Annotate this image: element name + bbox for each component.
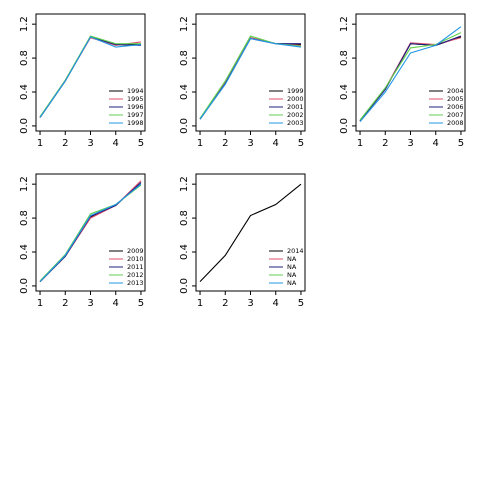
x-tick-label: 4 (113, 138, 119, 149)
y-tick-label: 0.0 (179, 118, 190, 134)
x-tick-label: 5 (298, 138, 304, 149)
series-line (199, 35, 302, 119)
x-tick-label: 5 (458, 138, 464, 149)
legend-label: 1996 (127, 103, 144, 111)
series-line (39, 35, 141, 117)
legend-label: 1999 (287, 87, 304, 95)
y-tick-label: 0.8 (179, 50, 190, 66)
series-line (39, 37, 142, 118)
x-tick-label: 1 (197, 138, 203, 149)
y-tick-label: 0.0 (339, 118, 350, 134)
legend-label: 2002 (287, 111, 304, 119)
legend-label: 2012 (127, 271, 144, 279)
x-tick-label: 1 (357, 138, 363, 149)
x-tick-label: 3 (87, 138, 93, 149)
legend-label: 2008 (447, 119, 464, 127)
x-tick-label: 2 (222, 138, 228, 149)
legend-label: NA (287, 263, 297, 271)
x-tick-label: 5 (298, 298, 304, 309)
x-tick-label: 4 (273, 138, 279, 149)
legend-label: 1998 (127, 119, 144, 127)
y-tick-label: 1.2 (179, 16, 190, 32)
y-tick-label: 0.8 (339, 50, 350, 66)
series-line (199, 37, 301, 120)
y-tick-label: 0.0 (179, 278, 190, 294)
series-line (359, 26, 462, 123)
x-tick-label: 1 (37, 138, 43, 149)
series-line (199, 37, 302, 120)
x-tick-label: 4 (433, 138, 439, 149)
x-tick-label: 1 (197, 298, 203, 309)
x-tick-label: 5 (138, 298, 144, 309)
y-tick-label: 1.2 (19, 176, 30, 192)
legend-label: 2010 (127, 255, 144, 263)
legend-label: 2001 (287, 103, 304, 111)
x-tick-label: 3 (407, 138, 413, 149)
series-line (199, 37, 301, 120)
x-tick-label: 3 (87, 298, 93, 309)
x-tick-label: 2 (62, 138, 68, 149)
legend-label: NA (287, 279, 297, 287)
legend-label: 2006 (447, 103, 464, 111)
legend-label: 2000 (287, 95, 304, 103)
y-tick-label: 1.2 (339, 16, 350, 32)
x-tick-label: 3 (247, 138, 253, 149)
legend-label: NA (287, 271, 297, 279)
series-line (359, 37, 462, 122)
legend-label: 1994 (127, 87, 144, 95)
y-tick-label: 1.2 (19, 16, 30, 32)
x-tick-label: 1 (37, 298, 43, 309)
y-tick-label: 0.8 (19, 210, 30, 226)
legend-label: 1997 (127, 111, 144, 119)
series-line (359, 35, 462, 122)
series-line (199, 183, 302, 283)
series-line (199, 37, 301, 120)
y-tick-label: 0.8 (179, 210, 190, 226)
legend-label: 2007 (447, 111, 464, 119)
legend-label: 2013 (127, 279, 144, 287)
legend-label: 2014 (287, 247, 304, 255)
legend-label: 2005 (447, 95, 464, 103)
y-tick-label: 1.2 (179, 176, 190, 192)
legend-label: 1995 (127, 95, 144, 103)
series-line (359, 32, 462, 121)
y-tick-label: 0.0 (19, 118, 30, 134)
legend-label: 2011 (127, 263, 144, 271)
y-tick-label: 0.0 (19, 278, 30, 294)
y-tick-label: 0.4 (339, 84, 350, 100)
series-line (359, 36, 462, 122)
series-line (39, 36, 142, 118)
legend-label: NA (287, 255, 297, 263)
x-tick-label: 2 (382, 138, 388, 149)
x-tick-label: 4 (273, 298, 279, 309)
y-tick-label: 0.4 (179, 244, 190, 260)
legend-label: 2003 (287, 119, 304, 127)
y-tick-label: 0.4 (19, 244, 30, 260)
series-line (39, 183, 142, 283)
legend-label: 2009 (127, 247, 144, 255)
series-line (39, 36, 141, 118)
x-tick-label: 3 (247, 298, 253, 309)
y-tick-label: 0.4 (19, 84, 30, 100)
x-tick-label: 5 (138, 138, 144, 149)
x-tick-label: 4 (113, 298, 119, 309)
y-tick-label: 0.4 (179, 84, 190, 100)
series-line (39, 36, 141, 118)
y-tick-label: 0.8 (19, 50, 30, 66)
x-tick-label: 2 (222, 298, 228, 309)
x-tick-label: 2 (62, 298, 68, 309)
legend-label: 2004 (447, 87, 464, 95)
